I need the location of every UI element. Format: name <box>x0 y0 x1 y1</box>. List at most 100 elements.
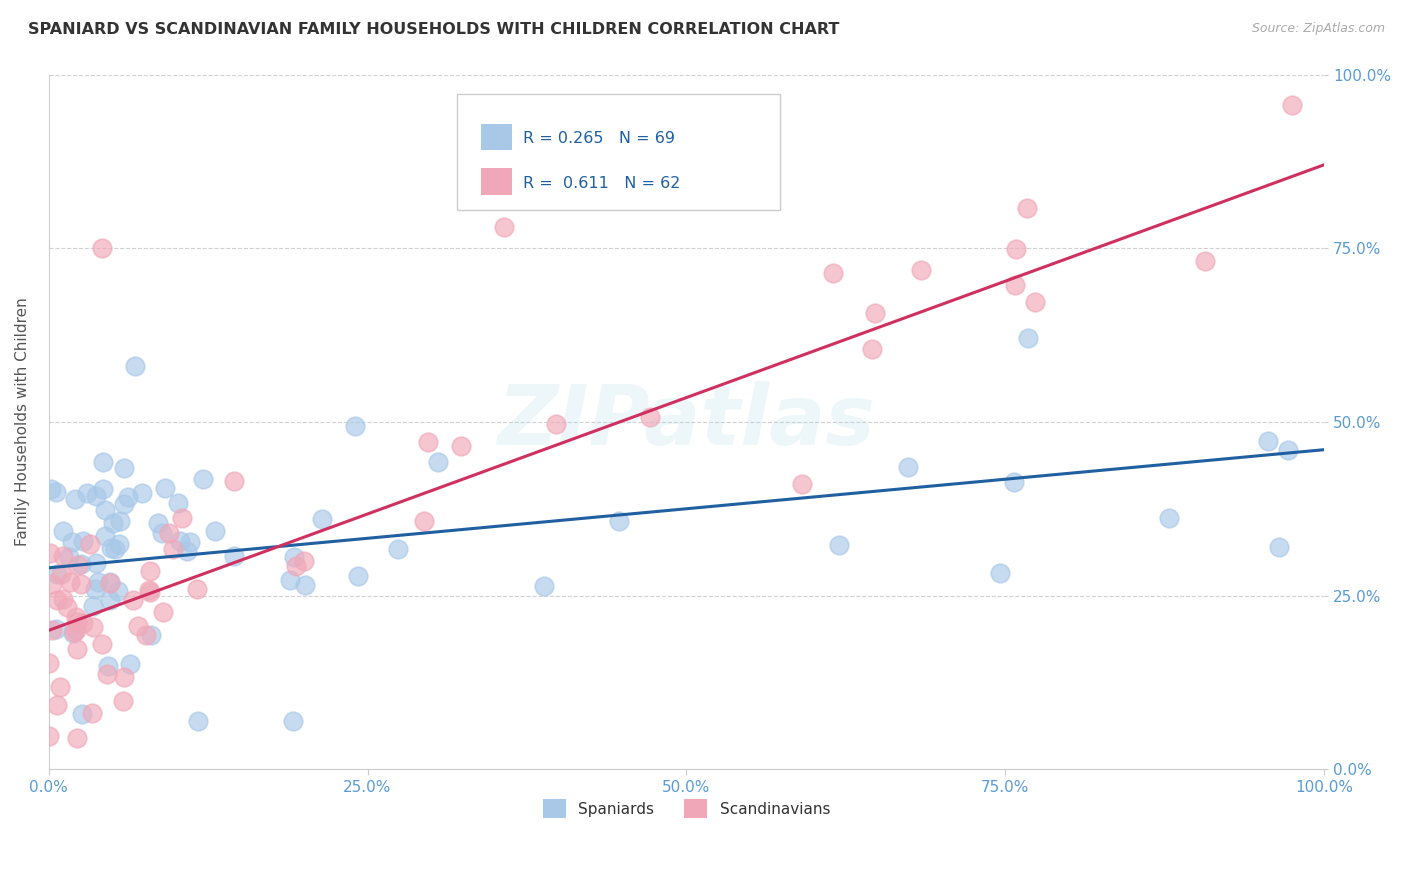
Point <box>450 439 472 453</box>
Point <box>82 620 104 634</box>
Point <box>121 593 143 607</box>
Point <box>131 486 153 500</box>
Point <box>280 573 302 587</box>
Point <box>112 497 135 511</box>
Point <box>84 557 107 571</box>
Point <box>41 577 63 591</box>
Point <box>52 591 75 606</box>
Point <box>108 514 131 528</box>
Point <box>150 526 173 541</box>
Point <box>65 731 87 746</box>
Point <box>98 593 121 607</box>
Point <box>41 482 63 496</box>
Point <box>117 490 139 504</box>
Point <box>112 694 135 708</box>
Y-axis label: Family Households with Children: Family Households with Children <box>15 298 30 546</box>
Point <box>146 516 169 530</box>
Point <box>179 534 201 549</box>
Point <box>153 481 176 495</box>
Point <box>607 515 630 529</box>
Point <box>141 628 163 642</box>
Point <box>46 698 69 713</box>
Point <box>139 585 162 599</box>
Point <box>100 541 122 556</box>
Point <box>1017 331 1039 345</box>
Point <box>86 574 108 589</box>
Point <box>311 512 333 526</box>
Point <box>828 538 851 552</box>
Point <box>58 574 80 589</box>
Point <box>292 553 315 567</box>
Point <box>101 516 124 530</box>
Point <box>52 549 75 563</box>
Point <box>224 549 246 563</box>
Point <box>118 657 141 671</box>
Point <box>387 541 409 556</box>
Point <box>52 524 75 539</box>
Point <box>38 656 60 670</box>
Point <box>104 542 127 557</box>
Point <box>1257 434 1279 448</box>
Point <box>49 681 72 695</box>
Point <box>82 706 104 720</box>
Point <box>79 537 101 551</box>
Point <box>823 266 845 280</box>
Point <box>1281 98 1303 112</box>
Point <box>1005 243 1028 257</box>
Point <box>82 599 104 613</box>
Text: R =  0.611   N = 62: R = 0.611 N = 62 <box>523 176 681 191</box>
Point <box>347 569 370 583</box>
Point <box>62 624 84 639</box>
Point <box>294 578 316 592</box>
Point <box>343 419 366 434</box>
Point <box>135 628 157 642</box>
Point <box>62 625 84 640</box>
Point <box>38 545 60 559</box>
Point <box>49 566 72 581</box>
Point <box>98 576 121 591</box>
Point <box>108 537 131 551</box>
Point <box>58 549 80 564</box>
Point <box>790 476 813 491</box>
Point <box>1194 254 1216 268</box>
Point <box>41 623 63 637</box>
Point <box>38 729 60 743</box>
Point <box>159 526 181 541</box>
Point <box>170 511 193 525</box>
Point <box>533 579 555 593</box>
Text: R = 0.265   N = 69: R = 0.265 N = 69 <box>523 131 675 145</box>
Point <box>418 434 440 449</box>
Point <box>990 566 1012 581</box>
Point <box>1024 294 1046 309</box>
Point <box>492 220 515 235</box>
Point <box>186 582 208 596</box>
Point <box>187 714 209 728</box>
Point <box>65 623 87 637</box>
Point <box>193 471 215 485</box>
Point <box>94 528 117 542</box>
Point <box>1277 443 1299 458</box>
Point <box>98 575 121 590</box>
Point <box>67 558 90 573</box>
Point <box>96 667 118 681</box>
Text: ZIPatlas: ZIPatlas <box>498 382 876 462</box>
Point <box>45 485 67 500</box>
Point <box>638 410 661 425</box>
Point <box>1267 540 1289 554</box>
Point <box>97 659 120 673</box>
Text: SPANIARD VS SCANDINAVIAN FAMILY HOUSEHOLDS WITH CHILDREN CORRELATION CHART: SPANIARD VS SCANDINAVIAN FAMILY HOUSEHOL… <box>28 22 839 37</box>
Point <box>72 615 94 630</box>
Point <box>283 549 305 564</box>
Point <box>91 241 114 255</box>
Point <box>283 714 305 728</box>
Point <box>84 582 107 597</box>
Point <box>107 583 129 598</box>
Point <box>112 671 135 685</box>
Point <box>127 619 149 633</box>
Text: Source: ZipAtlas.com: Source: ZipAtlas.com <box>1251 22 1385 36</box>
Point <box>910 262 932 277</box>
Point <box>138 583 160 598</box>
Point <box>91 636 114 650</box>
Point <box>167 496 190 510</box>
Point <box>91 455 114 469</box>
